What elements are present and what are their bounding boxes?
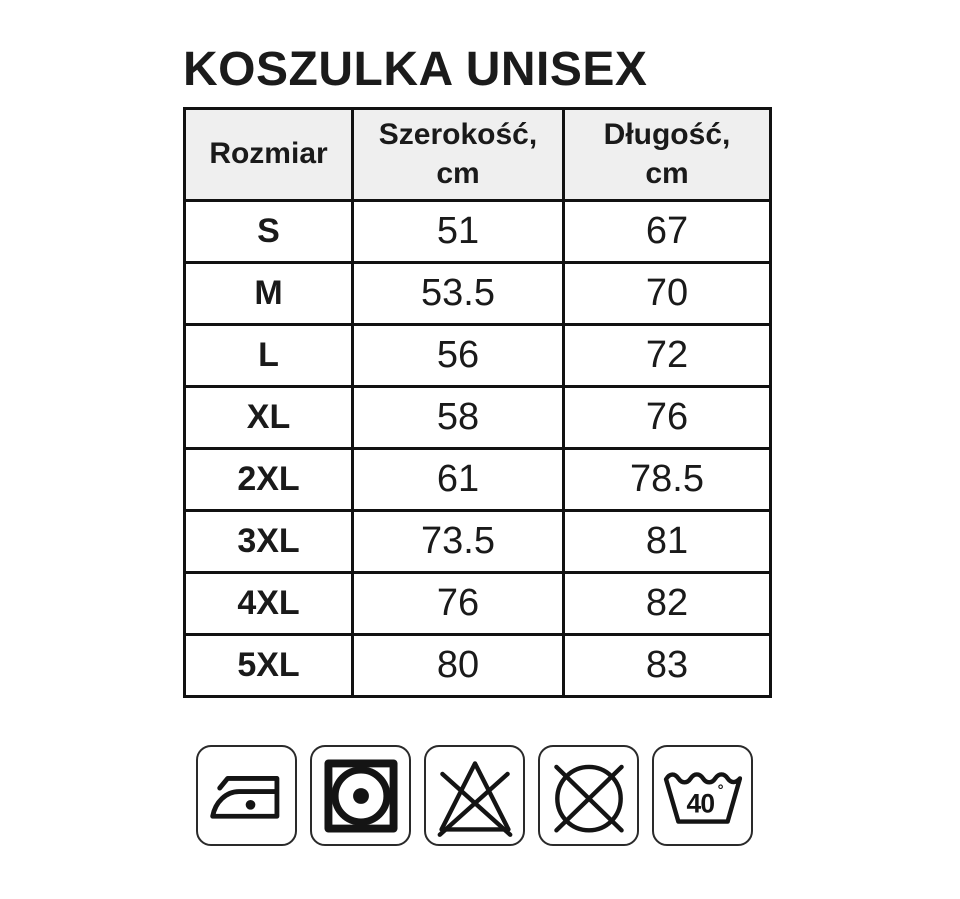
care-symbol-do-not-bleach — [424, 745, 525, 846]
length-cell: 78.5 — [562, 447, 772, 512]
wash-temperature-label: 40 — [686, 788, 714, 818]
width-cell: 51 — [351, 199, 565, 264]
table-row: S 51 67 — [183, 199, 772, 264]
column-header-size: Rozmiar — [183, 107, 354, 202]
width-cell: 80 — [351, 633, 565, 698]
table-row: 2XL 61 78.5 — [183, 447, 772, 512]
length-cell: 82 — [562, 571, 772, 636]
length-cell: 67 — [562, 199, 772, 264]
care-symbol-tumble-dry — [310, 745, 411, 846]
table-row: 3XL 73.5 81 — [183, 509, 772, 574]
table-row: XL 58 76 — [183, 385, 772, 450]
size-cell: XL — [183, 385, 354, 450]
size-table: Rozmiar Szerokość, cm Długość, cm S — [183, 107, 772, 698]
column-header-label: Długość, — [603, 118, 731, 152]
width-cell: 53.5 — [351, 261, 565, 326]
table-row: 4XL 76 82 — [183, 571, 772, 636]
length-cell: 70 — [562, 261, 772, 326]
care-symbols-row: 40 ° — [196, 745, 783, 846]
column-header-length: Długość, cm — [562, 107, 772, 202]
table-header-row: Rozmiar Szerokość, cm Długość, cm — [183, 107, 772, 202]
table-row: L 56 72 — [183, 323, 772, 388]
column-header-width: Szerokość, cm — [351, 107, 565, 202]
care-symbol-wash-40: 40 ° — [652, 745, 753, 846]
iron-icon — [209, 775, 279, 819]
degree-symbol: ° — [717, 782, 723, 799]
size-cell: S — [183, 199, 354, 264]
do-not-dry-clean-icon — [553, 764, 624, 833]
do-not-bleach-icon — [437, 760, 512, 837]
length-cell: 72 — [562, 323, 772, 388]
length-cell: 81 — [562, 509, 772, 574]
page-title: KOSZULKA UNISEX — [183, 43, 648, 96]
width-cell: 58 — [351, 385, 565, 450]
length-cell: 83 — [562, 633, 772, 698]
width-cell: 61 — [351, 447, 565, 512]
table-row: 5XL 80 83 — [183, 633, 772, 698]
size-cell: 5XL — [183, 633, 354, 698]
care-symbol-do-not-dry-clean — [538, 745, 639, 846]
table-row: M 53.5 70 — [183, 261, 772, 326]
care-symbol-iron — [196, 745, 297, 846]
content-area: KOSZULKA UNISEX Rozmiar Szerokość, cm Dł… — [183, 46, 783, 846]
wash-40-icon: 40 ° — [663, 771, 742, 824]
column-header-label: Szerokość, — [378, 118, 538, 152]
size-cell: 4XL — [183, 571, 354, 636]
size-cell: 3XL — [183, 509, 354, 574]
tumble-dry-icon — [323, 758, 398, 833]
length-cell: 76 — [562, 385, 772, 450]
size-cell: M — [183, 261, 354, 326]
size-cell: L — [183, 323, 354, 388]
size-cell: 2XL — [183, 447, 354, 512]
width-cell: 76 — [351, 571, 565, 636]
width-cell: 73.5 — [351, 509, 565, 574]
width-cell: 56 — [351, 323, 565, 388]
column-header-label: Rozmiar — [209, 137, 328, 171]
column-header-unit: cm — [436, 156, 480, 190]
column-header-unit: cm — [645, 156, 689, 190]
